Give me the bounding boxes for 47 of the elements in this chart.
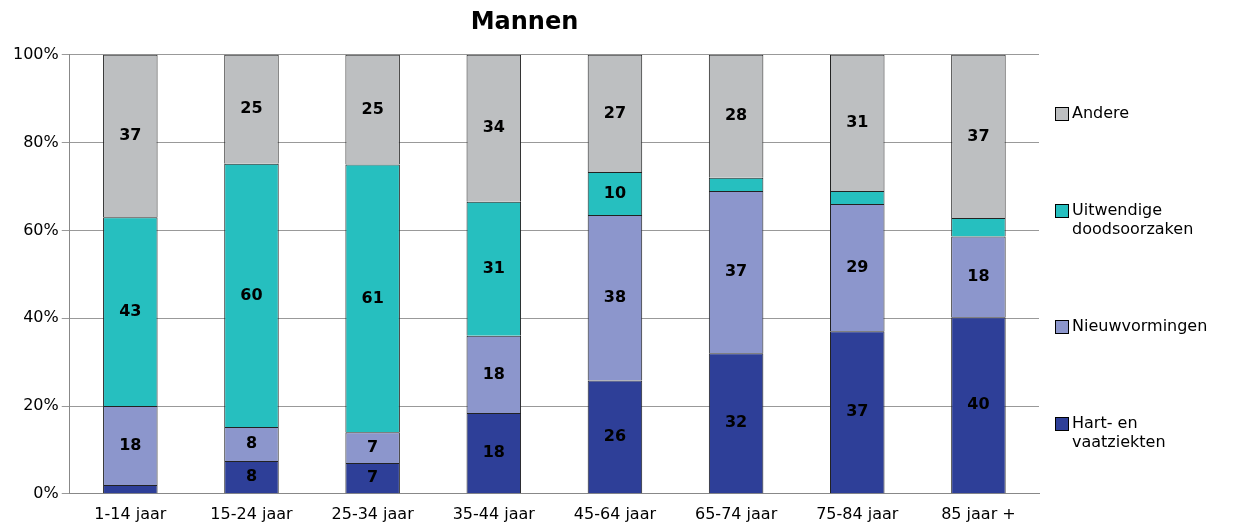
y-tick-label: 80% [23, 131, 59, 151]
y-tick-label: 100% [12, 43, 59, 63]
y-tick-label: 0% [33, 482, 59, 502]
data-label: 7 [367, 467, 379, 487]
data-label: 28 [724, 105, 748, 125]
data-label: 34 [482, 117, 505, 137]
x-tick-label: 75-84 jaar [816, 503, 899, 523]
x-tick-label: 15-24 jaar [210, 503, 293, 523]
data-label: 32 [724, 412, 748, 432]
x-tick-label: 65-74 jaar [695, 503, 778, 523]
data-label: 37 [119, 125, 142, 145]
data-label: 29 [846, 256, 869, 276]
chart-title: Mannen [470, 6, 579, 35]
data-label: 37 [724, 261, 748, 281]
data-label: 18 [967, 266, 990, 286]
data-label: 61 [361, 287, 384, 307]
data-label: 60 [240, 284, 263, 304]
x-tick-label: 1-14 jaar [94, 503, 167, 523]
data-label: 25 [361, 98, 384, 118]
data-label: 37 [967, 125, 990, 145]
data-label: 27 [603, 102, 627, 122]
data-label: 31 [482, 257, 505, 277]
data-label: 18 [119, 434, 142, 454]
data-label: 7 [367, 436, 379, 456]
legend-label: Uitwendige doodsoorzaken [1072, 200, 1195, 238]
legend-label: Nieuwvormingen [1072, 316, 1208, 335]
legend-label: Hart- en vaatziekten [1072, 413, 1167, 451]
x-tick-label: 25-34 jaar [331, 503, 415, 523]
data-label: 38 [603, 286, 627, 306]
y-tick-label: 20% [23, 395, 59, 415]
data-label: 26 [603, 426, 627, 446]
y-tick-label: 40% [23, 307, 59, 327]
legend-label: Andere [1072, 103, 1130, 122]
data-label: 37 [846, 401, 869, 421]
y-tick-label: 60% [23, 219, 59, 239]
data-label: 40 [967, 394, 990, 414]
x-tick-label: 85 jaar + [941, 503, 1016, 523]
data-label: 18 [482, 363, 505, 383]
x-tick-label: 35-44 jaar [452, 503, 536, 523]
data-label: 8 [245, 433, 258, 453]
data-label: 43 [119, 300, 142, 320]
data-label: 10 [603, 182, 627, 202]
data-label: 31 [846, 112, 869, 131]
data-label: 18 [482, 442, 505, 462]
data-label: 8 [245, 466, 258, 486]
data-label: 25 [240, 98, 263, 118]
x-tick-label: 45-64 jaar [573, 503, 657, 523]
